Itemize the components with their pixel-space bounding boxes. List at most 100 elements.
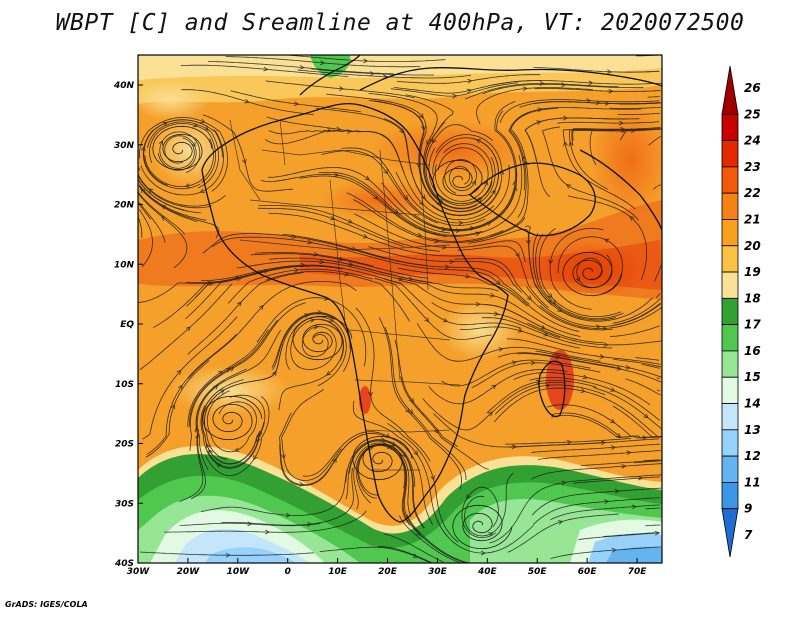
streamline <box>573 476 661 484</box>
streamline-arrow <box>480 550 486 556</box>
streamline <box>648 135 661 146</box>
streamline <box>378 317 462 490</box>
streamline <box>138 186 198 223</box>
streamline-arrow <box>401 452 407 458</box>
streamline-arrow <box>225 552 231 558</box>
streamline <box>393 196 502 232</box>
streamline-arrow <box>309 318 316 323</box>
streamline-arrow <box>294 267 300 273</box>
streamline-arrow <box>580 388 586 393</box>
streamline <box>431 134 503 216</box>
streamline-arrow <box>191 142 196 148</box>
streamline <box>207 394 266 468</box>
streamline <box>534 101 661 105</box>
colorbar-segment <box>721 192 739 220</box>
streamline-arrow <box>575 276 581 282</box>
streamline <box>633 460 661 464</box>
streamline-arrow <box>320 60 326 66</box>
colorbar-level-label: 16 <box>744 344 761 358</box>
streamline <box>200 405 263 469</box>
streamline-arrow <box>547 293 553 299</box>
streamline <box>434 147 489 202</box>
streamline <box>144 138 214 187</box>
lat-tick-label: EQ <box>120 320 134 330</box>
streamline <box>508 107 641 191</box>
colorbar-segment <box>721 245 739 273</box>
streamline-arrow <box>498 347 504 352</box>
streamline-arrow <box>408 276 414 282</box>
streamline-arrow <box>595 324 601 329</box>
streamline <box>530 463 662 480</box>
streamline-arrow <box>561 82 567 88</box>
streamline-arrow <box>466 494 471 500</box>
streamline <box>425 124 493 203</box>
streamline-arrow <box>234 447 240 452</box>
streamline <box>369 100 492 212</box>
streamline-arrow <box>304 313 310 318</box>
streamline <box>138 193 188 269</box>
streamline <box>316 107 438 211</box>
lon-tick-label: 20W <box>177 567 201 577</box>
streamline <box>353 199 526 244</box>
streamline <box>529 377 660 421</box>
streamline-arrow <box>192 122 199 128</box>
streamline-arrow <box>600 440 607 446</box>
streamline-arrow <box>557 520 564 525</box>
streamline-arrow <box>543 332 549 337</box>
streamline <box>260 173 400 217</box>
streamline <box>609 106 661 109</box>
streamline <box>509 112 529 218</box>
streamline-arrow <box>244 98 250 104</box>
streamline <box>535 233 624 320</box>
streamline <box>398 279 556 334</box>
streamline-arrow <box>338 86 345 91</box>
streamline-arrow <box>408 409 414 415</box>
streamline <box>278 319 344 411</box>
latitude-axis: 40N 30N 20N 10N EQ 10S 20S 30S 40S <box>113 81 143 569</box>
streamline <box>256 297 367 367</box>
streamline-arrow <box>178 384 183 390</box>
streamline <box>202 233 387 260</box>
streamline <box>271 312 351 372</box>
streamline <box>138 185 220 239</box>
streamline <box>557 121 660 124</box>
streamline-arrow <box>611 547 617 553</box>
streamline <box>416 323 601 362</box>
streamline-arrow <box>535 379 542 385</box>
streamline <box>557 236 623 295</box>
streamline <box>265 271 411 322</box>
streamline-arrow <box>347 218 353 224</box>
colorbar-level-label: 7 <box>744 528 753 542</box>
streamline <box>610 325 661 337</box>
streamline <box>481 317 613 349</box>
streamline <box>138 217 143 238</box>
streamline <box>384 326 467 481</box>
streamline <box>201 379 265 465</box>
streamline <box>626 70 660 73</box>
streamline <box>534 88 661 92</box>
streamline-arrow <box>515 252 520 258</box>
grads-credit: GrADS: IGES/COLA <box>5 600 88 609</box>
streamline <box>471 362 601 389</box>
streamline-arrow <box>489 292 496 298</box>
country-borders <box>229 119 461 471</box>
streamline <box>493 387 662 438</box>
vortex-spiral <box>152 125 213 171</box>
streamline <box>250 253 429 279</box>
streamline-arrow <box>255 437 261 444</box>
streamline <box>164 510 367 533</box>
streamline <box>444 158 477 194</box>
streamline-arrow <box>568 141 574 147</box>
streamline <box>532 497 660 526</box>
streamline-arrow <box>364 175 370 181</box>
streamline-arrow <box>475 301 481 307</box>
colorbar-top-arrow <box>721 65 739 115</box>
streamline-arrow <box>265 529 271 535</box>
streamline-arrow <box>601 326 607 331</box>
streamline-arrow <box>467 78 473 84</box>
streamline-arrow <box>621 464 627 469</box>
lon-tick-label: 30W <box>127 567 151 577</box>
streamline-arrow <box>526 239 531 245</box>
streamline <box>257 207 405 247</box>
streamline <box>281 388 342 481</box>
